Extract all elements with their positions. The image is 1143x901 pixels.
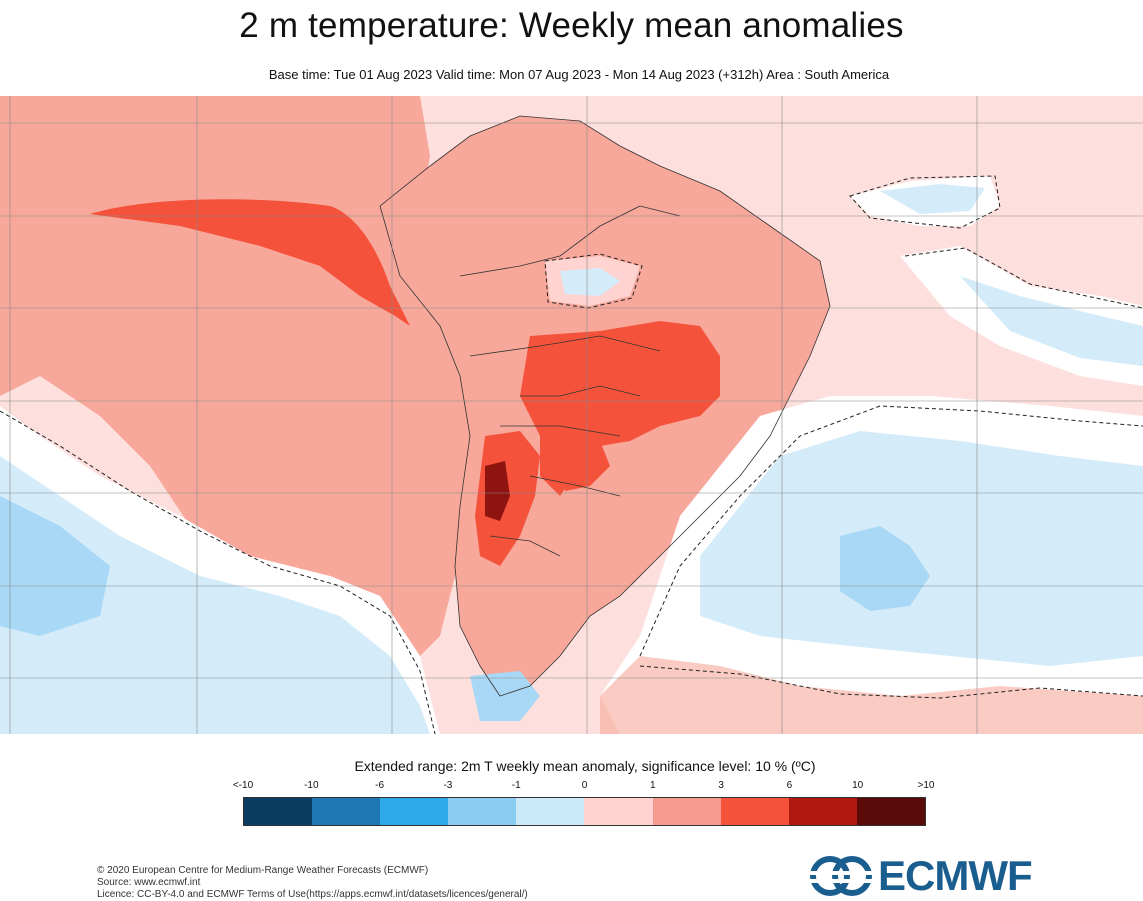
south-atlantic-cool [700, 431, 1143, 666]
legend-swatch [788, 798, 857, 825]
legend-swatch [516, 798, 585, 825]
country-borders [379, 115, 831, 697]
legend-tick-label: 0 [581, 780, 588, 791]
significance-contours [0, 175, 1143, 734]
legend-tick-label: 6 [786, 780, 793, 791]
legend-color-bar [243, 797, 926, 826]
legend-swatch [720, 798, 789, 825]
map-canvas [0, 96, 1143, 734]
legend-swatch [244, 798, 313, 825]
pacific-warm-tongue [50, 296, 260, 346]
lat-lon-grid [0, 96, 1143, 734]
legend-swatch [584, 798, 653, 825]
footer-credits: © 2020 European Centre for Medium-Range … [97, 865, 528, 901]
south-atlantic-cold-patch [840, 526, 930, 611]
south-pacific-cold-patch [0, 496, 110, 636]
chart-subtitle: Base time: Tue 01 Aug 2023 Valid time: M… [268, 67, 890, 82]
south-pacific-cool [0, 456, 430, 734]
ecmwf-logo: ECMWF [810, 852, 1070, 900]
legend-swatch [312, 798, 381, 825]
legend-tick-label: 3 [718, 780, 724, 791]
legend-tick-label: 10 [852, 780, 864, 791]
amazon-cool-patch [560, 268, 620, 296]
legend-tick-label: -1 [511, 780, 521, 791]
legend-swatch [380, 798, 449, 825]
chart-title: 2 m temperature: Weekly mean anomalies [239, 6, 904, 45]
legend-tick-label: -6 [375, 780, 385, 791]
legend-tick-label: -10 [304, 780, 319, 791]
tropical-atlantic-cool [960, 276, 1143, 366]
legend-swatch [652, 798, 721, 825]
source-text: Source: www.ecmwf.int [97, 877, 201, 888]
legend-title: Extended range: 2m T weekly mean anomaly… [354, 758, 816, 774]
legend-ticks: <-10 -10 -6 -3 -1 0 1 3 6 10 >10 [233, 780, 935, 794]
legend-tick-label: -3 [443, 780, 453, 791]
licence-text: Licence: CC-BY-4.0 and ECMWF Terms of Us… [97, 889, 528, 900]
legend-tick-label: 1 [650, 780, 656, 791]
legend-swatch [448, 798, 517, 825]
pacific-hot-streak [90, 199, 410, 326]
legend-tick-label: <-10 [232, 780, 254, 791]
copyright-text: © 2020 European Centre for Medium-Range … [97, 865, 429, 876]
tierra-del-fuego-cool [470, 671, 540, 721]
anomaly-map [0, 96, 1143, 734]
andes-very-hot-area [485, 461, 510, 521]
paraguay-hot-area [560, 441, 610, 491]
north-atlantic-cool [880, 184, 985, 214]
legend-swatch [856, 798, 925, 825]
ecmwf-logo-text: ECMWF [878, 852, 1033, 899]
ecmwf-logo-icon [810, 856, 872, 896]
legend-tick-label: >10 [917, 780, 935, 791]
